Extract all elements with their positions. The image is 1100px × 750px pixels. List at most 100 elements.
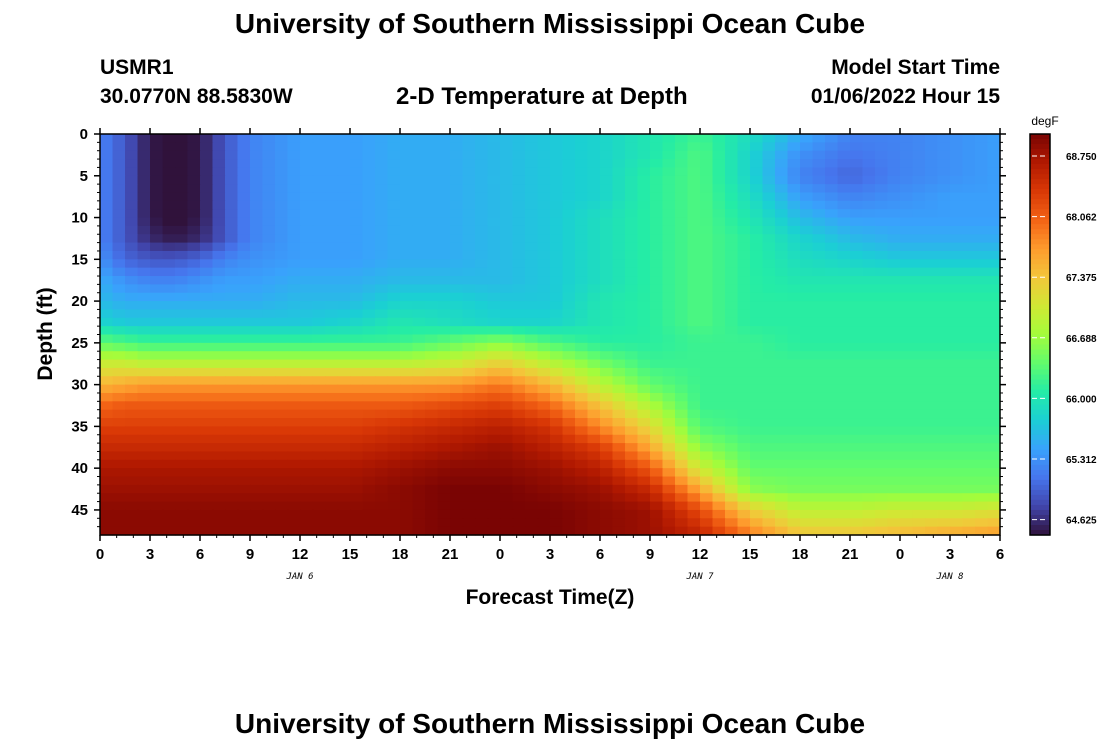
heatmap-cell xyxy=(587,526,601,536)
heatmap-cell xyxy=(587,351,601,361)
heatmap-cell xyxy=(225,426,239,436)
heatmap-cell xyxy=(162,259,176,269)
heatmap-cell xyxy=(900,209,914,219)
heatmap-cell xyxy=(725,200,739,210)
heatmap-cell xyxy=(412,150,426,160)
heatmap-cell xyxy=(612,367,626,377)
heatmap-cell xyxy=(562,384,576,394)
heatmap-cell xyxy=(950,225,964,235)
heatmap-cell xyxy=(700,192,714,202)
heatmap-cell xyxy=(875,468,889,478)
heatmap-cell xyxy=(125,401,139,411)
heatmap-cell xyxy=(212,276,226,285)
heatmap-cell xyxy=(125,509,139,519)
heatmap-cell xyxy=(575,234,589,244)
heatmap-cell xyxy=(687,434,701,444)
heatmap-cell xyxy=(250,167,264,177)
heatmap-cell xyxy=(925,192,939,202)
heatmap-cell xyxy=(637,134,651,143)
heatmap-cell xyxy=(887,409,901,419)
heatmap-cell xyxy=(787,242,801,252)
heatmap-cell xyxy=(400,250,414,260)
heatmap-cell xyxy=(212,167,226,177)
heatmap-cell xyxy=(200,250,214,260)
heatmap-cell xyxy=(512,200,526,210)
heatmap-cell xyxy=(775,351,789,361)
heatmap-cell xyxy=(312,284,326,294)
heatmap-cell xyxy=(987,167,1001,177)
heatmap-cell xyxy=(650,301,664,311)
heatmap-cell xyxy=(562,167,576,177)
heatmap-cell xyxy=(787,209,801,219)
heatmap-cell xyxy=(325,259,339,269)
colorbar-segment xyxy=(1030,444,1050,451)
heatmap-cell xyxy=(112,518,126,528)
heatmap-cell xyxy=(975,376,989,386)
heatmap-cell xyxy=(625,484,639,494)
heatmap-cell xyxy=(112,242,126,252)
heatmap-cell xyxy=(112,134,126,143)
colorbar-segment xyxy=(1030,389,1050,396)
heatmap-cell xyxy=(450,150,464,160)
heatmap-cell xyxy=(975,334,989,344)
heatmap-cell xyxy=(150,276,164,285)
heatmap-cell xyxy=(562,184,576,194)
heatmap-cell xyxy=(387,317,401,327)
heatmap-cell xyxy=(362,484,376,494)
heatmap-cell xyxy=(337,150,351,160)
heatmap-cell xyxy=(687,334,701,344)
heatmap-cell xyxy=(125,376,139,386)
heatmap-cell xyxy=(937,418,951,427)
heatmap-cell xyxy=(862,209,876,219)
heatmap-cell xyxy=(137,443,151,453)
heatmap-cell xyxy=(300,250,314,260)
heatmap-cell xyxy=(437,518,451,528)
heatmap-cell xyxy=(200,459,214,469)
heatmap-cell xyxy=(187,434,201,444)
heatmap-cell xyxy=(862,476,876,486)
heatmap-cell xyxy=(200,142,214,152)
heatmap-cell xyxy=(387,476,401,486)
heatmap-cell xyxy=(787,192,801,202)
heatmap-cell xyxy=(137,267,151,277)
colorbar-segment xyxy=(1030,429,1050,436)
heatmap-cell xyxy=(112,184,126,194)
heatmap-cell xyxy=(975,443,989,453)
heatmap-cell xyxy=(862,434,876,444)
heatmap-cell xyxy=(250,317,264,327)
heatmap-cell xyxy=(925,342,939,352)
heatmap-cell xyxy=(150,326,164,336)
heatmap-cell xyxy=(862,134,876,143)
heatmap-cell xyxy=(825,326,839,336)
heatmap-cell xyxy=(550,175,564,185)
heatmap-cell xyxy=(937,217,951,227)
heatmap-cell xyxy=(275,334,289,344)
heatmap-cell xyxy=(375,484,389,494)
heatmap-cell xyxy=(387,150,401,160)
heatmap-cell xyxy=(137,276,151,285)
heatmap-cell xyxy=(925,426,939,436)
heatmap-cell xyxy=(962,234,976,244)
heatmap-cell xyxy=(337,426,351,436)
heatmap-cell xyxy=(475,509,489,519)
heatmap-cell xyxy=(412,526,426,536)
heatmap-cell xyxy=(262,334,276,344)
heatmap-cell xyxy=(712,518,726,528)
bottom-title: University of Southern Mississippi Ocean… xyxy=(234,708,866,739)
heatmap-cell xyxy=(450,326,464,336)
heatmap-cell xyxy=(737,367,751,377)
heatmap-cell xyxy=(512,384,526,394)
heatmap-cell xyxy=(612,267,626,277)
heatmap-cell xyxy=(812,175,826,185)
heatmap-cell xyxy=(975,367,989,377)
heatmap-cell xyxy=(500,259,514,269)
heatmap-cell xyxy=(600,459,614,469)
heatmap-cell xyxy=(737,468,751,478)
heatmap-cell xyxy=(775,451,789,461)
heatmap-cell xyxy=(412,142,426,152)
heatmap-cell xyxy=(162,167,176,177)
heatmap-cell xyxy=(562,376,576,386)
heatmap-cell xyxy=(787,443,801,453)
heatmap-cell xyxy=(325,276,339,285)
heatmap-cell xyxy=(575,150,589,160)
